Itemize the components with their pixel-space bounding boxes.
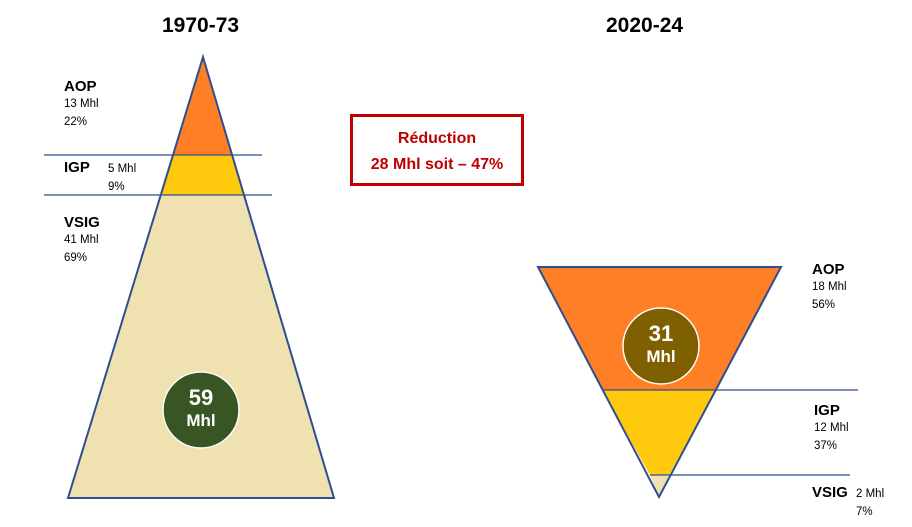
right-vsig-values: 2 Mhl 7% [856,485,884,521]
left-igp-name: IGP [64,159,90,176]
right-total-circle [622,307,700,385]
pyramid-1970-73 [44,53,336,499]
right-igp-volume: 12 Mhl [814,422,849,434]
pyramid-2020-24 [536,266,858,500]
right-aop-volume: 18 Mhl [812,281,847,293]
left-aop-share: 22% [64,116,88,128]
left-aop-volume: 13 Mhl [64,98,99,110]
reduction-title: Réduction [397,130,477,147]
left-total-circle [162,371,240,449]
right-vsig-volume: 2 Mhl [856,488,885,500]
left-total-unit: Mhl [186,411,216,430]
right-period-title: 2020-24 [606,14,684,37]
left-aop-label: AOP 13 Mhl 22% [64,78,99,131]
left-aop-name: AOP [64,78,97,95]
right-aop-label: AOP 18 Mhl 56% [812,261,847,314]
right-aop-name: AOP [812,261,845,278]
right-total-value: 31 [648,321,674,346]
left-total-label: 59 Mhl [161,385,241,431]
left-igp-segment [160,155,244,195]
right-igp-label: IGP 12 Mhl 37% [814,402,849,455]
left-igp-share: 9% [108,181,125,193]
left-vsig-segment [68,195,334,498]
right-vsig-segment [650,475,669,497]
right-igp-name: IGP [814,402,840,419]
right-vsig-name: VSIG [812,484,848,501]
left-vsig-volume: 41 Mhl [64,234,99,246]
left-total-value: 59 [188,385,214,410]
right-aop-share: 56% [812,299,836,311]
left-igp-volume: 5 Mhl [108,163,137,175]
left-igp-values: 5 Mhl 9% [108,160,136,196]
left-pyramid-outline [66,53,336,499]
reduction-callout: Réduction 28 Mhl soit – 47% [350,114,524,186]
right-igp-segment [602,390,717,475]
left-vsig-label: VSIG 41 Mhl 69% [64,214,100,267]
right-total-label: 31 Mhl [621,321,701,367]
right-vsig-share: 7% [856,506,873,518]
right-total-unit: Mhl [646,347,676,366]
left-vsig-name: VSIG [64,214,100,231]
reduction-detail: 28 Mhl soit – 47% [370,156,504,173]
left-aop-segment [173,57,232,155]
left-period-title: 1970-73 [162,14,240,37]
left-vsig-share: 69% [64,252,88,264]
right-pyramid-outline [536,266,783,500]
right-igp-share: 37% [814,440,838,452]
